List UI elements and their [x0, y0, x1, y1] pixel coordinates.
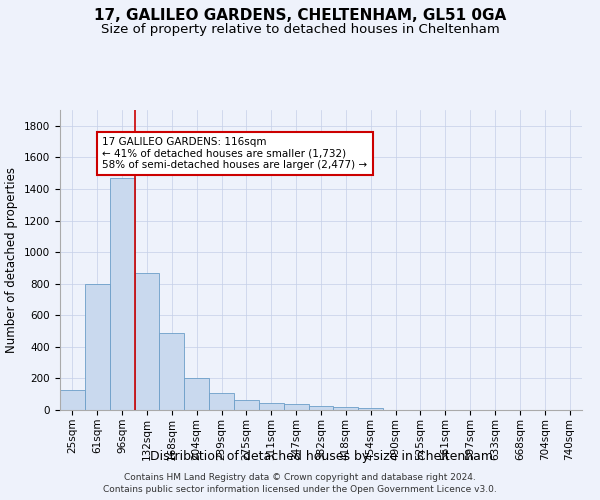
Text: Contains HM Land Registry data © Crown copyright and database right 2024.: Contains HM Land Registry data © Crown c…	[124, 472, 476, 482]
Bar	[85, 284, 110, 410]
Y-axis label: Number of detached properties: Number of detached properties	[5, 167, 19, 353]
Bar	[259, 404, 284, 410]
Bar	[234, 400, 259, 410]
Bar	[209, 394, 234, 410]
Bar	[308, 406, 334, 410]
Bar	[358, 408, 383, 410]
Text: 17, GALILEO GARDENS, CHELTENHAM, GL51 0GA: 17, GALILEO GARDENS, CHELTENHAM, GL51 0G…	[94, 8, 506, 22]
Text: Contains public sector information licensed under the Open Government Licence v3: Contains public sector information licen…	[103, 485, 497, 494]
Bar	[60, 390, 85, 410]
Bar	[160, 332, 184, 410]
Text: Distribution of detached houses by size in Cheltenham: Distribution of detached houses by size …	[149, 450, 493, 463]
Bar	[184, 378, 209, 410]
Bar	[334, 407, 358, 410]
Bar	[134, 272, 160, 410]
Bar	[110, 178, 134, 410]
Bar	[284, 404, 308, 410]
Text: Size of property relative to detached houses in Cheltenham: Size of property relative to detached ho…	[101, 22, 499, 36]
Text: 17 GALILEO GARDENS: 116sqm
← 41% of detached houses are smaller (1,732)
58% of s: 17 GALILEO GARDENS: 116sqm ← 41% of deta…	[102, 137, 367, 170]
